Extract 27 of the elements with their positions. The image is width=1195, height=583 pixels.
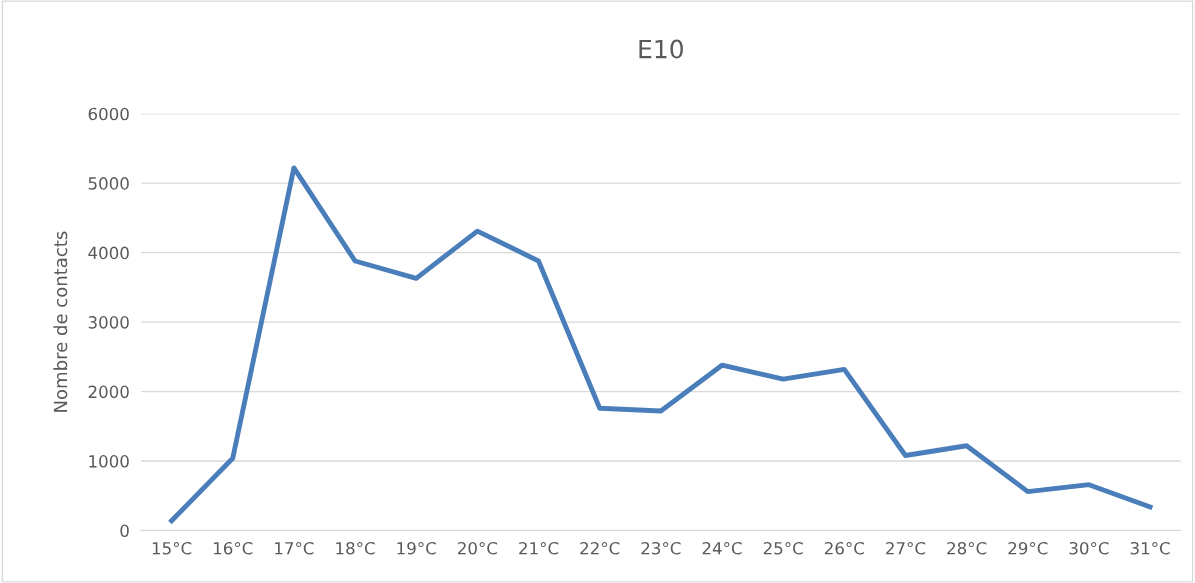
- chart-title: E10: [639, 39, 683, 59]
- x-tick-label: 21°C: [519, 541, 559, 555]
- y-axis-title: Nombre de contacts: [53, 231, 68, 412]
- x-tick-label: 26°C: [824, 541, 864, 555]
- x-tick-label: 22°C: [580, 541, 620, 555]
- y-tick-label: 1000: [89, 455, 129, 468]
- x-tick-label: 30°C: [1069, 541, 1109, 555]
- line-series: [169, 165, 1153, 524]
- y-tick-label: 0: [120, 524, 129, 538]
- x-tick-label: 19°C: [397, 541, 436, 555]
- x-tick-label: 25°C: [763, 541, 803, 555]
- x-tick-label: 16°C: [213, 541, 253, 555]
- x-tick-label: 20°C: [458, 541, 498, 555]
- y-tick-label: 6000: [88, 107, 129, 121]
- x-tick-label: 28°C: [947, 541, 987, 555]
- x-tick-label: 17°C: [275, 541, 314, 555]
- x-tick-label: 24°C: [702, 541, 742, 555]
- y-tick-label: 4000: [88, 246, 129, 260]
- y-tick-label: 5000: [88, 177, 129, 190]
- x-tick-label: 31°C: [1130, 541, 1170, 555]
- x-tick-label: 27°C: [886, 541, 926, 555]
- y-tick-label: 3000: [88, 316, 129, 329]
- x-tick-label: 15°C: [152, 541, 192, 555]
- x-tick-label: 18°C: [336, 541, 375, 555]
- x-tick-label: 23°C: [641, 541, 681, 555]
- x-tick-label: 29°C: [1008, 541, 1048, 555]
- y-tick-label: 2000: [88, 385, 129, 399]
